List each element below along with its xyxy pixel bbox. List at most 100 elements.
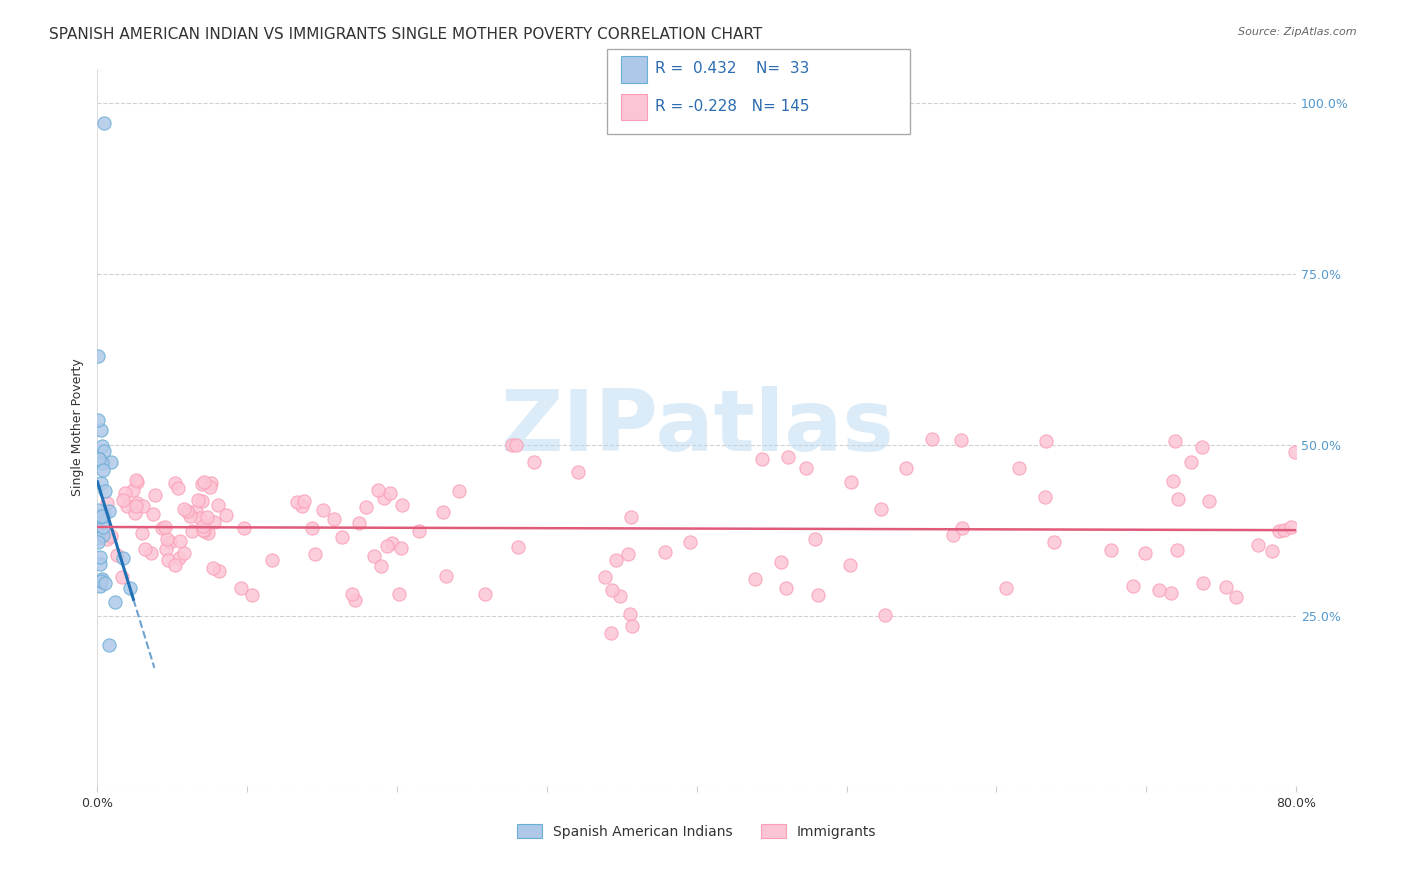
Point <box>388 587 411 601</box>
Point <box>96 533 118 547</box>
Point <box>605 552 627 566</box>
Point <box>90 509 112 524</box>
Point <box>1272 523 1295 537</box>
Point <box>1166 542 1188 557</box>
Text: R = -0.228   N= 145: R = -0.228 N= 145 <box>655 99 810 113</box>
Point <box>807 588 830 602</box>
Point <box>125 495 148 509</box>
Point <box>285 495 308 509</box>
Point <box>1198 494 1220 508</box>
Point <box>381 536 404 550</box>
Point <box>391 498 413 512</box>
Point <box>90 475 112 490</box>
Point <box>142 507 165 521</box>
Point <box>232 521 254 535</box>
Point <box>98 638 121 652</box>
Point <box>434 569 457 583</box>
Point <box>208 564 231 578</box>
Point <box>122 483 145 497</box>
Point <box>91 520 114 534</box>
Point <box>87 413 110 427</box>
Point <box>165 475 187 490</box>
Point <box>100 529 122 543</box>
Point <box>90 423 112 437</box>
Point <box>474 587 496 601</box>
Point <box>995 581 1018 595</box>
Point <box>839 558 862 572</box>
Point <box>242 588 264 602</box>
Point <box>87 452 110 467</box>
Point <box>93 508 115 522</box>
Point <box>159 535 181 549</box>
Point <box>1192 575 1215 590</box>
Point <box>775 581 797 595</box>
Point <box>193 518 215 533</box>
Text: SPANISH AMERICAN INDIAN VS IMMIGRANTS SINGLE MOTHER POVERTY CORRELATION CHART: SPANISH AMERICAN INDIAN VS IMMIGRANTS SI… <box>49 27 762 42</box>
Point <box>873 608 896 623</box>
Point <box>91 439 114 453</box>
Point <box>143 488 166 502</box>
Point <box>193 524 215 538</box>
Point <box>131 526 153 541</box>
Point <box>167 550 190 565</box>
Point <box>373 491 395 506</box>
Point <box>505 438 527 452</box>
Point <box>744 572 766 586</box>
Point <box>794 461 817 475</box>
Point <box>191 494 214 508</box>
Point <box>231 581 253 595</box>
Point <box>363 549 385 563</box>
Point <box>156 532 179 546</box>
Point <box>87 509 110 524</box>
Point <box>169 533 191 548</box>
Point <box>342 587 364 601</box>
Point <box>111 570 134 584</box>
Legend: Spanish American Indians, Immigrants: Spanish American Indians, Immigrants <box>512 818 882 844</box>
Point <box>432 505 454 519</box>
Point <box>1043 535 1066 549</box>
Point <box>751 451 773 466</box>
Point <box>93 444 115 458</box>
Point <box>90 574 112 588</box>
Point <box>193 475 215 489</box>
Point <box>195 509 218 524</box>
Point <box>124 499 146 513</box>
Point <box>89 550 111 565</box>
Point <box>952 521 974 535</box>
Y-axis label: Single Mother Poverty: Single Mother Poverty <box>72 359 84 496</box>
Point <box>87 349 110 363</box>
Point <box>301 520 323 534</box>
Point <box>1033 491 1056 505</box>
Point <box>155 542 177 557</box>
Point <box>105 548 128 562</box>
Point <box>1215 580 1237 594</box>
Point <box>93 116 115 130</box>
Point <box>367 483 389 498</box>
Point <box>1191 440 1213 454</box>
Point <box>609 589 631 603</box>
Point <box>1164 434 1187 449</box>
Point <box>91 572 114 586</box>
Point <box>600 582 623 597</box>
Point <box>304 547 326 561</box>
Point <box>179 508 201 523</box>
Point <box>1035 434 1057 449</box>
Point <box>134 542 156 557</box>
Point <box>100 455 122 469</box>
Point <box>679 534 702 549</box>
Point <box>506 540 529 554</box>
Point <box>620 510 643 524</box>
Point <box>181 524 204 539</box>
Point <box>188 511 211 525</box>
Point <box>127 475 149 489</box>
Point <box>125 473 148 487</box>
Point <box>157 553 180 567</box>
Point <box>163 558 186 573</box>
Point <box>173 546 195 560</box>
Point <box>197 525 219 540</box>
Point <box>1284 445 1306 459</box>
Point <box>96 496 118 510</box>
Point <box>921 432 943 446</box>
Point <box>87 452 110 467</box>
Point <box>184 504 207 518</box>
